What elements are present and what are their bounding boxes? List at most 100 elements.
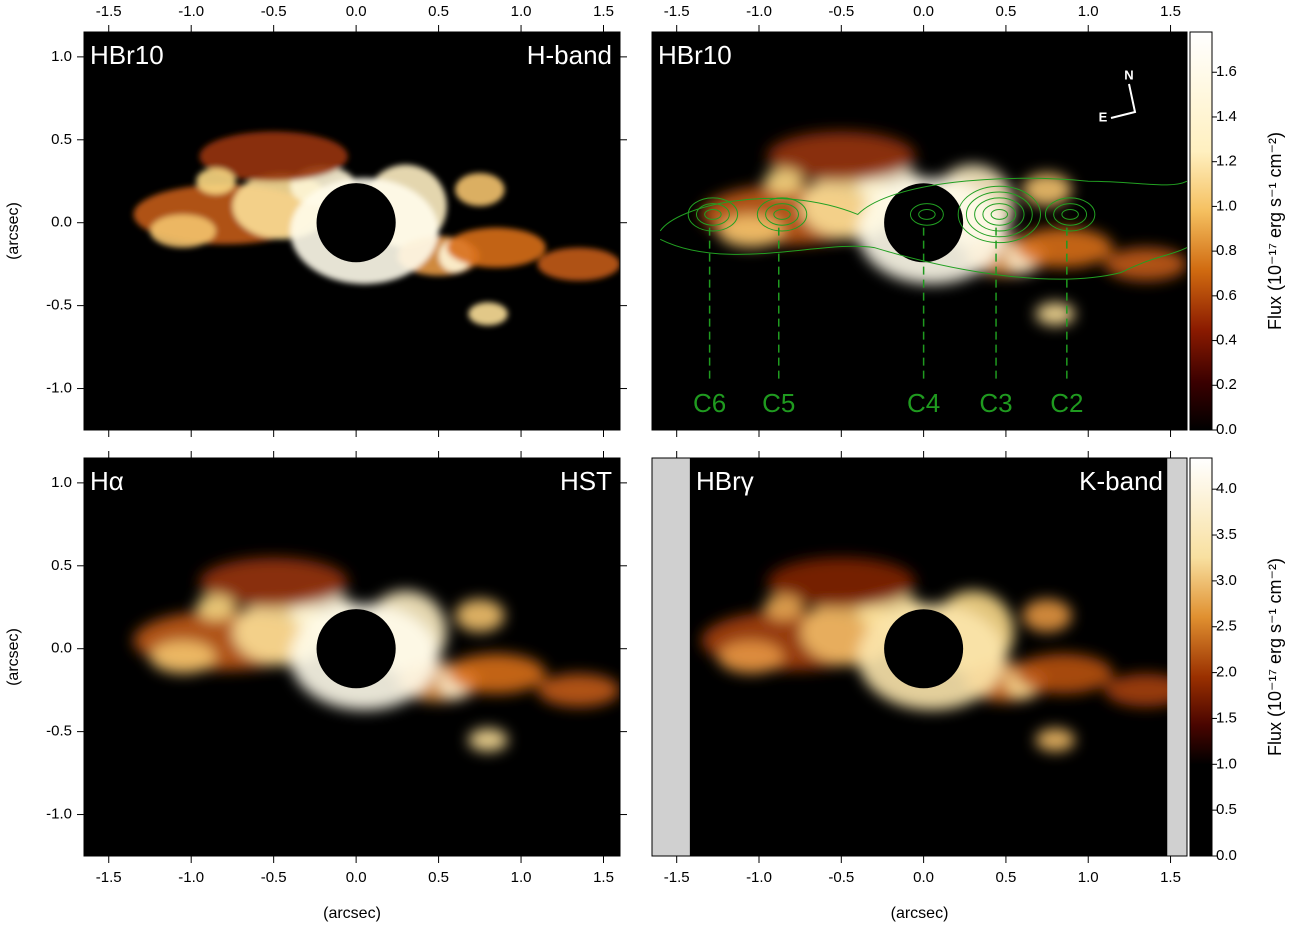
emission-blob bbox=[1014, 227, 1113, 268]
x-tick-label: 1.0 bbox=[511, 869, 532, 886]
colorbar-tick-label: 1.6 bbox=[1216, 63, 1237, 80]
colorbar-tick-label: 0.5 bbox=[1216, 801, 1237, 818]
emission-blob bbox=[455, 598, 505, 633]
x-tick-label: -0.5 bbox=[261, 869, 287, 886]
emission-blob bbox=[1014, 653, 1113, 694]
contour bbox=[1044, 197, 1096, 232]
component-label: C4 bbox=[907, 388, 940, 418]
y-axis-label: (arcsec) bbox=[5, 628, 22, 686]
contour bbox=[773, 208, 791, 220]
panel: HBrγ K-band -1.5 -1.0 -0.5 0.0 0.5 1.0 1.5 (arcse… bbox=[651, 451, 1285, 922]
x-tick-label: 1.5 bbox=[593, 3, 614, 20]
emission-blob bbox=[1035, 728, 1076, 752]
colorbar-tick-label: 1.0 bbox=[1216, 755, 1237, 772]
x-tick-label: 0.0 bbox=[913, 3, 934, 20]
emission-blob bbox=[1104, 673, 1187, 707]
x-tick-label: 1.0 bbox=[1078, 869, 1099, 886]
colorbar-tick-label: 2.5 bbox=[1216, 618, 1237, 635]
panel: HBr10 -1.5 -1.0 -0.5 0.0 0.5 1.0 1.5 C6 C5 C4 C3 C2 N… bbox=[651, 3, 1285, 438]
panel-label: HST bbox=[560, 466, 612, 496]
contour bbox=[659, 177, 1187, 232]
contour bbox=[982, 203, 1017, 226]
colorbar-tick-label: 0.8 bbox=[1216, 242, 1237, 259]
contour bbox=[660, 238, 1187, 280]
component-label: C3 bbox=[979, 388, 1012, 418]
panel-label: Hα bbox=[90, 466, 124, 496]
component-label: C5 bbox=[762, 388, 795, 418]
frame bbox=[651, 457, 1188, 857]
y-tick-label: 1.0 bbox=[51, 474, 72, 491]
contour bbox=[765, 203, 800, 226]
occulting-mask bbox=[316, 609, 396, 689]
no-data bbox=[1167, 458, 1187, 856]
contour bbox=[687, 197, 739, 232]
frame bbox=[83, 457, 621, 857]
emission-blob bbox=[763, 167, 804, 195]
contour bbox=[909, 203, 944, 226]
contour bbox=[1061, 208, 1079, 220]
emission-blob bbox=[149, 640, 216, 674]
y-axis-label: (arcsec) bbox=[5, 202, 22, 260]
y-tick-label: -0.5 bbox=[46, 297, 72, 314]
x-tick-label: -1.5 bbox=[664, 869, 690, 886]
colorbar-tick-label: 1.0 bbox=[1216, 197, 1237, 214]
colorbar-tick-label: 3.0 bbox=[1216, 572, 1237, 589]
emission-blob bbox=[196, 593, 236, 621]
emission-blob bbox=[1035, 302, 1076, 326]
colorbar-label: Flux (10⁻¹⁷ erg s⁻¹ cm⁻²) bbox=[1265, 132, 1285, 330]
y-tick-label: -0.5 bbox=[46, 723, 72, 740]
x-tick-label: -0.5 bbox=[828, 869, 854, 886]
emission-blob bbox=[199, 557, 348, 608]
compass bbox=[1110, 83, 1137, 119]
panel-label: H-band bbox=[527, 40, 612, 70]
component-label: C2 bbox=[1050, 388, 1083, 418]
colorbar-tick-label: 0.0 bbox=[1216, 421, 1237, 438]
x-tick-label: -0.5 bbox=[261, 3, 287, 20]
occulting-mask bbox=[316, 183, 396, 263]
emission-blob bbox=[468, 728, 508, 752]
colorbar bbox=[1189, 457, 1213, 857]
colorbar-tick-label: 0.0 bbox=[1216, 847, 1237, 864]
emission-blob bbox=[1104, 247, 1187, 281]
colorbar bbox=[1189, 31, 1213, 431]
emission-blob bbox=[196, 167, 236, 195]
no-data bbox=[652, 458, 690, 856]
frame bbox=[651, 31, 1188, 431]
x-tick-label: 0.5 bbox=[995, 3, 1016, 20]
contour bbox=[974, 197, 1025, 232]
contour bbox=[918, 208, 936, 220]
contour bbox=[695, 203, 730, 226]
frame bbox=[83, 31, 621, 431]
colorbar-tick-label: 0.4 bbox=[1216, 332, 1237, 349]
colorbar-tick-label: 4.0 bbox=[1216, 480, 1237, 497]
component-label: C6 bbox=[693, 388, 726, 418]
x-tick-label: 1.0 bbox=[511, 3, 532, 20]
contour bbox=[704, 208, 722, 220]
colorbar-tick-label: 2.0 bbox=[1216, 664, 1237, 681]
x-tick-label: -1.5 bbox=[664, 3, 690, 20]
contour bbox=[990, 208, 1009, 220]
contours bbox=[659, 177, 1187, 280]
x-tick-label: -1.5 bbox=[96, 869, 122, 886]
panel: Hα HST -1.5 -1.0 -0.5 0.0 0.5 1.0 1.5 1.0 0.5 0.0 -0… bbox=[5, 451, 627, 922]
x-tick-label: 1.5 bbox=[1160, 3, 1181, 20]
x-tick-label: -1.0 bbox=[746, 869, 772, 886]
colorbar-tick-label: 1.2 bbox=[1216, 153, 1237, 170]
panel-label: K-band bbox=[1079, 466, 1163, 496]
compass-label: E bbox=[1099, 109, 1108, 124]
y-tick-label: 0.0 bbox=[51, 214, 72, 231]
contour bbox=[965, 191, 1033, 238]
image bbox=[84, 32, 620, 430]
y-tick-label: 0.5 bbox=[51, 131, 72, 148]
panel-label: HBrγ bbox=[696, 466, 754, 496]
emission-blob bbox=[767, 557, 916, 608]
emission-blob bbox=[149, 214, 216, 248]
colorbar-tick-label: 1.4 bbox=[1216, 108, 1237, 125]
emission-blob bbox=[1022, 172, 1072, 207]
panel-label: HBr10 bbox=[90, 40, 164, 70]
y-tick-label: 1.0 bbox=[51, 48, 72, 65]
panel: HBr10 H-band -1.5 -1.0 -0.5 0.0 0.5 1.0 1.5 1.0 0.… bbox=[5, 3, 627, 437]
emission-blob bbox=[199, 131, 348, 182]
emission-blob bbox=[446, 227, 546, 268]
